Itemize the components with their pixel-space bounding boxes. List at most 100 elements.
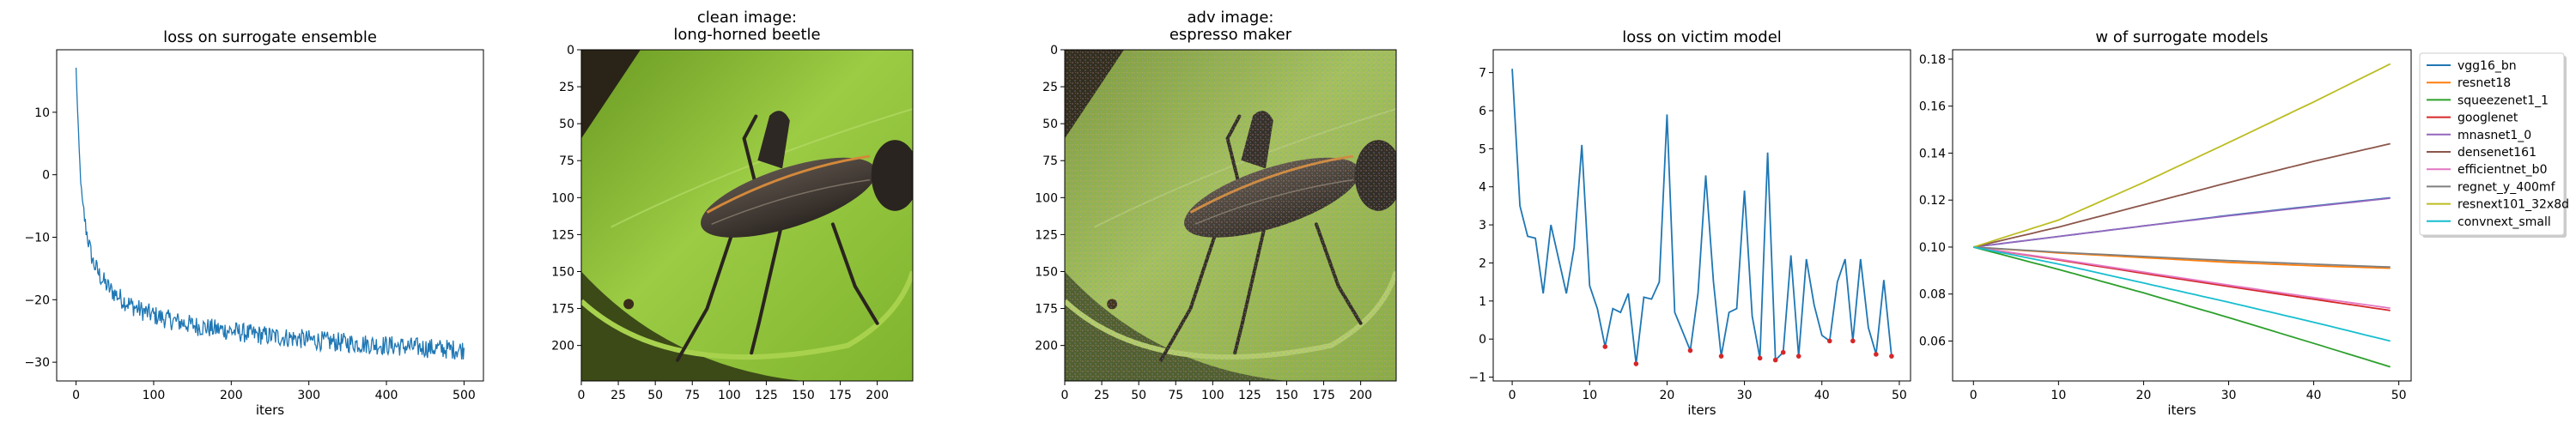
x-tick-label: 175 (829, 389, 852, 402)
x-tick-label: 40 (1814, 389, 1830, 402)
y-tick-label: 175 (1035, 303, 1058, 317)
y-tick-label: 175 (551, 303, 574, 317)
weight-line-mnasnet1_0 (1973, 197, 2391, 248)
adv-image (1065, 50, 1396, 381)
y-tick-label: 0 (1479, 333, 1486, 347)
x-tick-label: 150 (1275, 389, 1298, 402)
beetle-leg (676, 218, 738, 362)
beetle-hind-leg (757, 111, 790, 169)
x-tick-label: 75 (1168, 389, 1183, 402)
y-tick-label: 0.08 (1919, 288, 1946, 302)
y-tick-label: 125 (551, 228, 574, 242)
x-tick-label: 0 (578, 389, 586, 402)
success-marker (1757, 355, 1763, 361)
success-marker (1850, 338, 1856, 344)
success-marker (1826, 338, 1832, 344)
axes-frame (1064, 49, 1397, 382)
y-tick-label: −30 (24, 356, 50, 370)
success-marker (1874, 352, 1879, 357)
x-tick-label: 200 (220, 389, 243, 402)
leaf-vein (611, 107, 913, 228)
clean-image (581, 50, 913, 381)
y-tick-label: 150 (1035, 265, 1058, 279)
victim-loss-line (1511, 69, 1893, 365)
x-tick-label: 30 (2221, 389, 2237, 402)
legend-label: efficientnet_b0 (2458, 163, 2547, 177)
y-tick-label: 200 (551, 340, 574, 353)
x-tick-label: 125 (755, 389, 778, 402)
x-tick-label: 20 (2136, 389, 2152, 402)
legend-label: squeezenet1_1 (2458, 94, 2549, 107)
x-tick-label: 20 (1660, 389, 1675, 402)
weight-line-squeezenet1_1 (1973, 246, 2391, 368)
panel-title-line: long-horned beetle (673, 26, 820, 44)
x-tick-label: 150 (792, 389, 815, 402)
y-tick-label: 0 (42, 169, 50, 183)
legend-label: regnet_y_400mf (2458, 180, 2556, 194)
panel-title: loss on surrogate ensemble (163, 28, 377, 46)
x-tick-label: 500 (453, 389, 476, 402)
weight-line-efficientnet_b0 (1973, 246, 2391, 309)
success-marker (1889, 353, 1894, 359)
x-tick-label: 0 (72, 389, 80, 402)
x-tick-label: 0 (1061, 389, 1069, 402)
legend-label: convnext_small (2458, 215, 2551, 229)
beetle-leg (742, 114, 761, 200)
panel-title: loss on victim model (1622, 28, 1782, 46)
x-tick-label: 300 (297, 389, 320, 402)
y-tick-label: 100 (551, 191, 574, 205)
y-tick-label: 3 (1479, 219, 1486, 233)
panel-title-line: adv image: (1188, 9, 1274, 27)
beetle-head (871, 140, 913, 211)
y-tick-label: 0 (567, 44, 574, 57)
leaf-spot (623, 299, 635, 310)
x-tick-label: 0 (1970, 389, 1978, 402)
axes-frame (56, 49, 484, 382)
panel-surrogate-weights: w of surrogate models iters 0 10 20 30 40 50 0.0… (1919, 28, 2412, 418)
x-tick-label: 200 (866, 389, 889, 402)
y-tick-label: 50 (1042, 118, 1058, 131)
panel-title-line: clean image: (697, 9, 797, 27)
y-tick-label: 10 (34, 106, 50, 120)
legend-label: resnet18 (2458, 76, 2511, 90)
beetle-leg (830, 222, 879, 325)
y-tick-label: 2 (1479, 257, 1486, 270)
y-tick-label: 0.06 (1919, 335, 1946, 348)
y-tick-label: 25 (1042, 81, 1058, 94)
adversarial-tint (1065, 50, 1396, 381)
legend-label: vgg16_bn (2458, 59, 2517, 73)
panel-title: w of surrogate models (2095, 28, 2268, 46)
legend-label: resnext101_32x8d (2458, 198, 2569, 212)
panel-adv-image: adv image:espresso maker 0 25 50 75 100 125 150… (1035, 9, 1397, 402)
y-tick-label: 150 (551, 265, 574, 279)
x-axis-label: iters (2167, 402, 2196, 418)
legend: vgg16_bn resnet18 squeezenet1_1 googlenet mn… (2419, 52, 2569, 238)
weight-line-regnet_y_400mf (1973, 246, 2391, 269)
y-tick-label: 5 (1479, 142, 1486, 156)
y-tick-label: 0 (1050, 44, 1058, 57)
x-tick-label: 50 (1892, 389, 1907, 402)
y-tick-label: 125 (1035, 228, 1058, 242)
success-marker (1780, 349, 1786, 355)
beetle-stripe (706, 154, 871, 214)
beetle-sheen (711, 178, 871, 226)
y-tick-label: −20 (24, 293, 50, 307)
y-tick-label: 1 (1479, 295, 1486, 309)
y-tick-label: 75 (559, 154, 574, 168)
y-tick-label: 0.16 (1919, 100, 1946, 114)
x-tick-label: 175 (1312, 389, 1335, 402)
x-axis-label: iters (256, 402, 284, 418)
x-tick-label: 200 (1349, 389, 1372, 402)
y-tick-label: 75 (1042, 154, 1058, 168)
x-tick-label: 10 (2050, 389, 2066, 402)
panel-title-line: espresso maker (1170, 26, 1292, 44)
adversarial-noise (1065, 50, 1396, 381)
y-tick-label: 4 (1479, 181, 1486, 195)
x-tick-label: 30 (1737, 389, 1753, 402)
weight-line-convnext_small (1973, 246, 2391, 342)
leaf-shadow (581, 271, 804, 381)
y-tick-label: 7 (1479, 67, 1486, 81)
x-tick-label: 100 (718, 389, 741, 402)
x-tick-label: 125 (1238, 389, 1261, 402)
y-tick-label: 50 (559, 118, 574, 131)
